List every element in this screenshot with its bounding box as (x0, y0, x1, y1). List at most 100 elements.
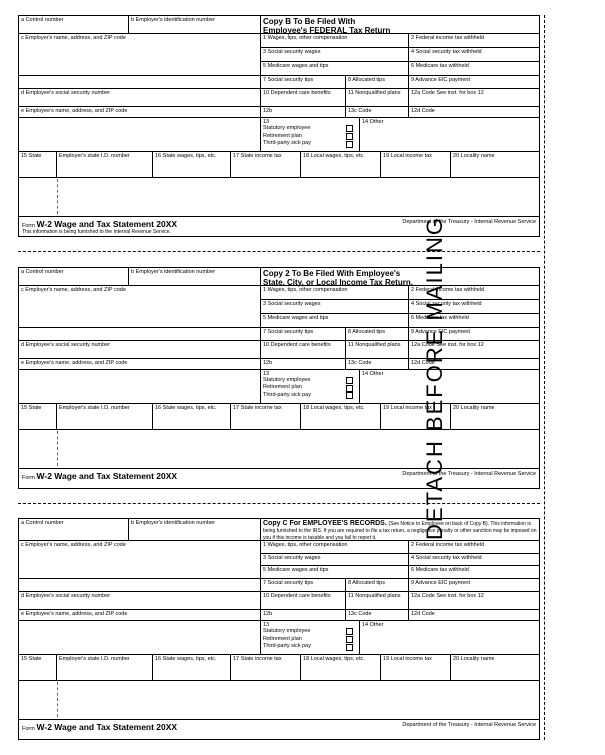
form-title-row-2: Form W-2 Wage and Tax Statement 20XX Dep… (19, 468, 539, 488)
checkbox-sickpay-2[interactable] (346, 392, 353, 399)
box-13-ret-c: Retirement plan (263, 636, 302, 644)
box-7-label-2: 7 Social security tips (263, 329, 343, 335)
box-12c-label-c: 13c Code (348, 611, 406, 617)
box-8-label-c: 8 Allocated tips (348, 580, 406, 586)
page: DETACH BEFORE MAILING a Control number b… (0, 0, 605, 755)
checkbox-statutory-2[interactable] (346, 377, 353, 384)
horizontal-perforation-2 (18, 503, 540, 504)
checkbox-retirement-2[interactable] (346, 385, 353, 392)
box-16-label-2: 16 State wages, tips, etc. (155, 405, 228, 411)
box-b-label: b Employer's identification number (131, 17, 258, 23)
checkbox-sickpay[interactable] (346, 141, 353, 148)
box-17-label: 17 State income tax (233, 153, 298, 159)
box-12c-label: 13c Code (348, 108, 406, 114)
box-20-label-2: 20 Locality name (453, 405, 537, 411)
box-12b-label-2: 12b (263, 360, 343, 366)
state-divider-2 (57, 431, 58, 466)
state-divider (57, 179, 58, 214)
box-12d-label-c: 12d Code (411, 611, 537, 617)
horizontal-perforation-1 (18, 251, 540, 252)
box-12a-label-2: 12a Code See inst. for box 12 (411, 342, 537, 348)
box-12a-label-c: 12a Code See inst. for box 12 (411, 593, 537, 599)
form-title-row: Form W-2 Wage and Tax Statement 20XXThis… (19, 216, 539, 236)
checkbox-sickpay-c[interactable] (346, 644, 353, 651)
box-10-label: 10 Dependent care benefits (263, 90, 343, 96)
box-9-label-c: 9 Advance EIC payment (411, 580, 537, 586)
box-16-label-c: 16 State wages, tips, etc. (155, 656, 228, 662)
copy-c-header: Copy C For EMPLOYEE'S RECORDS. (263, 520, 387, 527)
box-9-label-2: 9 Advance EIC payment (411, 329, 537, 335)
box-13-stat-2: Statutory employee (263, 377, 310, 385)
box-20-label: 20 Locality name (453, 153, 537, 159)
box-12b-label: 12b (263, 108, 343, 114)
box-8-label-2: 8 Allocated tips (348, 329, 406, 335)
box-7-label-c: 7 Social security tips (263, 580, 343, 586)
box-11-label-c: 11 Nonqualified plans (348, 593, 406, 599)
box-19-label: 19 Local income tax (383, 153, 448, 159)
box-e-label-2: e Employee's name, address, and ZIP code (21, 360, 258, 366)
box-18-label-c: 18 Local wages, tips, etc. (303, 656, 378, 662)
form-title: W-2 Wage and Tax Statement 20XX (37, 219, 178, 229)
box-15b-label-c: Employer's state I.D. number (59, 656, 150, 662)
furnish-note: This information is being furnished to t… (22, 229, 171, 235)
box-17-label-2: 17 State income tax (233, 405, 298, 411)
box-6-label: 6 Medicare tax withheld (411, 63, 537, 69)
state-divider-c (57, 682, 58, 717)
checkbox-statutory[interactable] (346, 125, 353, 132)
box-12d-label: 12d Code (411, 108, 537, 114)
box-c-label-c: c Employer's name, address, and ZIP code (21, 542, 258, 548)
box-18-label: 18 Local wages, tips, etc. (303, 153, 378, 159)
box-3-label: 3 Social security wages (263, 49, 406, 55)
box-17-label-c: 17 State income tax (233, 656, 298, 662)
box-3-label-c: 3 Social security wages (263, 555, 406, 561)
checkbox-retirement-c[interactable] (346, 636, 353, 643)
checkbox-statutory-c[interactable] (346, 628, 353, 635)
dept-label-2: Department of the Treasury - Internal Re… (402, 471, 536, 486)
box-9-label: 9 Advance EIC payment (411, 77, 537, 83)
box-d-label-c: d Employee's social security number (21, 593, 258, 599)
box-4-label-2: 4 Social security tax withheld (411, 301, 537, 307)
box-14-label-2: 14 Other (362, 371, 537, 377)
box-b-label-2: b Employer's identification number (131, 269, 258, 275)
dept-label-c: Department of the Treasury - Internal Re… (402, 722, 536, 737)
box-10-label-2: 10 Dependent care benefits (263, 342, 343, 348)
checkbox-retirement[interactable] (346, 133, 353, 140)
box-a-label: a Control number (21, 17, 126, 23)
box-4-label: 4 Social security tax withheld (411, 49, 537, 55)
box-1-label-c: 1 Wages, tips, other compensation (263, 542, 406, 548)
box-13-sick: Third-party sick pay (263, 140, 311, 148)
box-c-label-2: c Employer's name, address, and ZIP code (21, 287, 258, 293)
box-10-label-c: 10 Dependent care benefits (263, 593, 343, 599)
box-c-label: c Employer's name, address, and ZIP code (21, 35, 258, 41)
box-15-label: 15 State (21, 153, 54, 159)
box-d-label: d Employee's social security number (21, 90, 258, 96)
box-8-label: 8 Allocated tips (348, 77, 406, 83)
box-11-label-2: 11 Nonqualified plans (348, 342, 406, 348)
box-e-label: e Employee's name, address, and ZIP code (21, 108, 258, 114)
box-13-options-c: Statutory employee Retirement plan Third… (263, 628, 357, 651)
box-19-label-c: 19 Local income tax (383, 656, 448, 662)
box-e-label-c: e Employee's name, address, and ZIP code (21, 611, 258, 617)
box-1-label-2: 1 Wages, tips, other compensation (263, 287, 406, 293)
box-13-stat: Statutory employee (263, 125, 310, 133)
box-14-label-c: 14 Other (362, 622, 537, 628)
dept-label: Department of the Treasury - Internal Re… (402, 219, 536, 234)
box-16-label: 16 State wages, tips, etc. (155, 153, 228, 159)
box-2-label: 2 Federal income tax withheld (411, 35, 537, 41)
box-13-ret: Retirement plan (263, 133, 302, 141)
box-a-label-c: a Control number (21, 520, 126, 526)
box-4-label-c: 4 Social security tax withheld (411, 555, 537, 561)
box-18-label-2: 18 Local wages, tips, etc. (303, 405, 378, 411)
box-12a-label: 12a Code See inst. for box 12 (411, 90, 537, 96)
form-title-2: W-2 Wage and Tax Statement 20XX (37, 471, 178, 481)
box-3-label-2: 3 Social security wages (263, 301, 406, 307)
box-6-label-c: 6 Medicare tax withheld (411, 567, 537, 573)
box-13-sick-2: Third-party sick pay (263, 392, 311, 400)
box-13-stat-c: Statutory employee (263, 628, 310, 636)
w2-copy-2: a Control number b Employer's identifica… (18, 267, 540, 489)
box-12b-label-c: 12b (263, 611, 343, 617)
box-15-label-c: 15 State (21, 656, 54, 662)
form-prefix-c: Form (22, 726, 35, 732)
box-11-label: 11 Nonqualified plans (348, 90, 406, 96)
box-5-label-2: 5 Medicare wages and tips (263, 315, 406, 321)
